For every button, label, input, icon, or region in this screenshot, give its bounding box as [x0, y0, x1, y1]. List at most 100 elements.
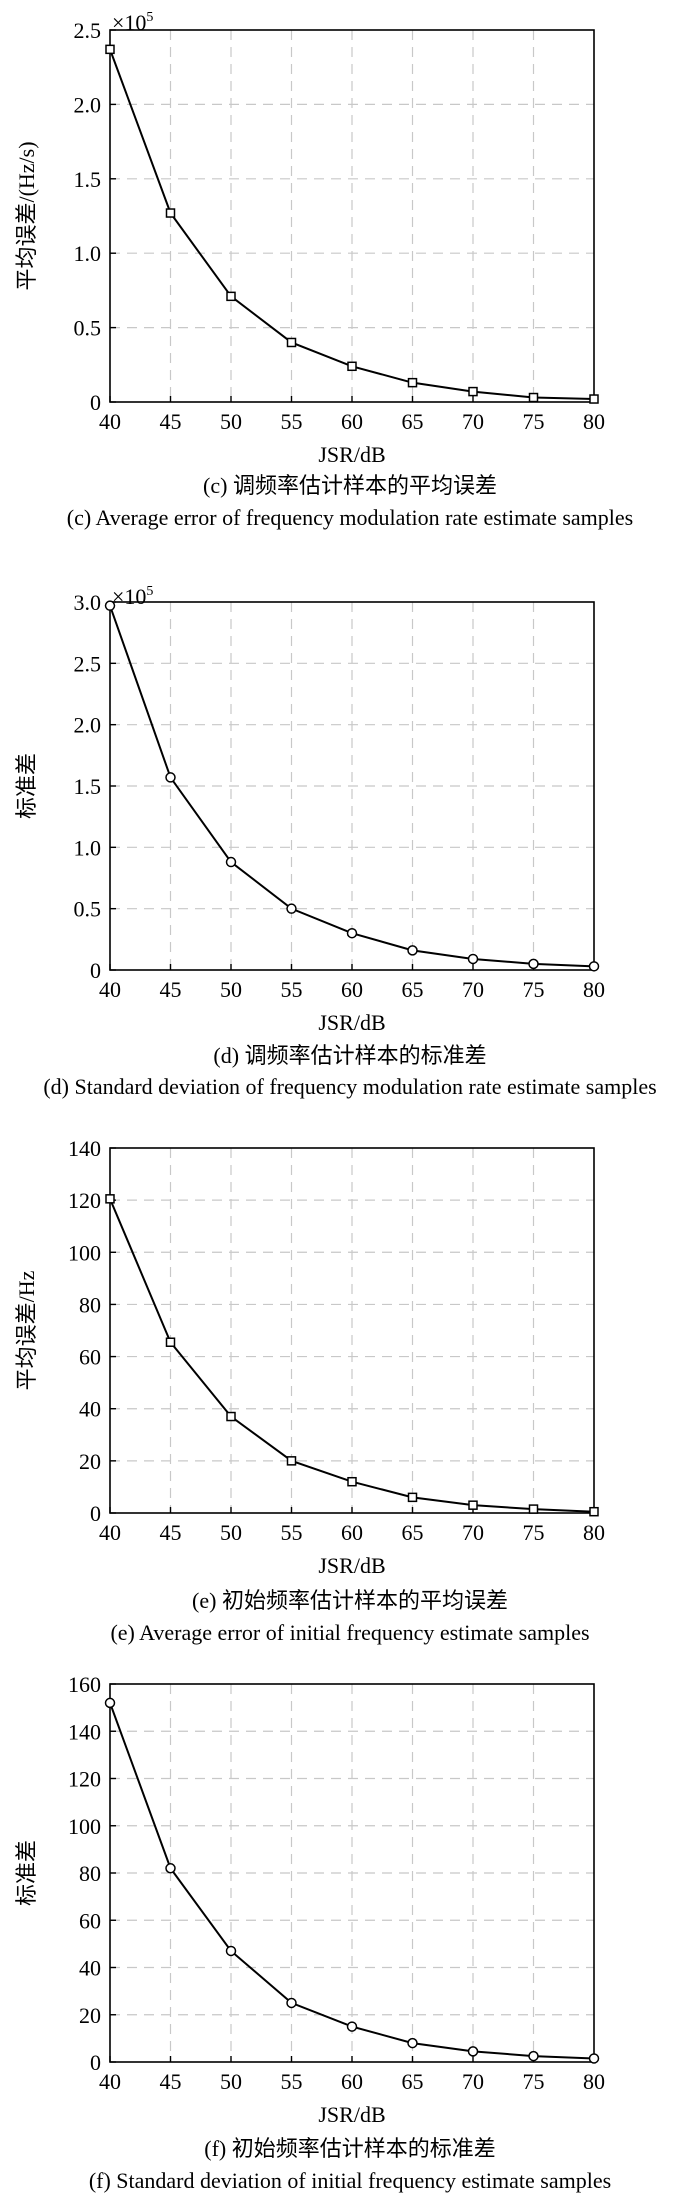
x-tick-label: 60 — [341, 977, 363, 1002]
y-tick-label: 160 — [68, 1672, 101, 1697]
data-point — [346, 2021, 358, 2032]
y-tick-label: 20 — [79, 1449, 101, 1474]
y-tick-label: 40 — [79, 1956, 101, 1981]
data-point — [286, 1456, 297, 1466]
data-point — [286, 1997, 297, 2009]
x-axis-label: JSR/dB — [318, 1553, 385, 1578]
x-axis-label: JSR/dB — [318, 442, 385, 467]
y-multiplier: ×105 — [112, 584, 153, 609]
x-tick-label: 45 — [160, 977, 182, 1002]
x-tick-label: 70 — [462, 1520, 484, 1545]
x-tick-label: 65 — [402, 1520, 424, 1545]
data-point — [226, 291, 236, 302]
x-tick-label: 40 — [99, 1520, 121, 1545]
y-tick-label: 3.0 — [74, 590, 102, 615]
data-point — [286, 903, 297, 914]
y-tick-label: 2.5 — [74, 18, 102, 43]
data-point — [165, 208, 176, 218]
data-point — [407, 945, 418, 956]
y-tick-label: 80 — [79, 1292, 101, 1317]
x-tick-label: 75 — [523, 977, 545, 1002]
data-point — [346, 927, 358, 939]
x-tick-label: 75 — [523, 2069, 545, 2094]
y-tick-label: 120 — [68, 1188, 101, 1213]
y-tick-label: 0 — [90, 1501, 101, 1526]
x-tick-label: 80 — [583, 977, 605, 1002]
x-tick-label: 45 — [160, 2069, 182, 2094]
x-tick-label: 65 — [402, 977, 424, 1002]
y-tick-label: 100 — [68, 1240, 101, 1265]
y-tick-label: 20 — [79, 2003, 101, 2028]
x-tick-label: 80 — [583, 1520, 605, 1545]
y-tick-label: 120 — [68, 1767, 101, 1792]
y-tick-label: 0 — [90, 2050, 101, 2075]
x-tick-label: 65 — [402, 2069, 424, 2094]
caption-cn: (c) 调频率估计样本的平均误差 — [203, 473, 497, 498]
data-point — [588, 2053, 600, 2064]
y-tick-label: 0.5 — [74, 316, 102, 341]
x-tick-label: 65 — [402, 409, 424, 434]
data-point — [165, 1863, 176, 1874]
y-tick-label: 0 — [90, 390, 101, 415]
data-point — [226, 1411, 236, 1422]
x-tick-label: 40 — [99, 409, 121, 434]
data-point — [347, 361, 357, 372]
y-tick-label: 1.0 — [74, 835, 102, 860]
data-point — [104, 600, 116, 611]
y-tick-label: 100 — [68, 1814, 101, 1839]
x-tick-label: 50 — [220, 1520, 242, 1545]
y-axis-label: 标准差 — [14, 1840, 39, 1906]
y-tick-label: 2.0 — [74, 713, 102, 738]
x-tick-label: 50 — [220, 409, 242, 434]
y-tick-label: 60 — [79, 1345, 101, 1370]
data-point — [589, 1506, 599, 1517]
y-tick-label: 80 — [79, 1861, 101, 1886]
data-point — [467, 2046, 479, 2057]
y-tick-label: 2.0 — [74, 92, 102, 117]
data-point — [347, 1476, 357, 1487]
caption-en: (c) Average error of frequency modulatio… — [67, 505, 633, 530]
y-tick-label: 60 — [79, 1908, 101, 1933]
data-point — [528, 958, 539, 970]
x-tick-label: 55 — [281, 977, 303, 1002]
chart-panel: 40 45 50 55 60 65 70 75 80 0 0.5 1.0 1.5 2.0 2.5 3.0 ×10… — [14, 584, 657, 1099]
data-point — [105, 1194, 115, 1204]
x-axis-label: JSR/dB — [318, 1010, 385, 1035]
x-tick-label: 70 — [462, 409, 484, 434]
data-point — [528, 1504, 539, 1514]
y-multiplier: ×105 — [112, 10, 153, 35]
x-tick-label: 50 — [220, 977, 242, 1002]
y-multiplier-exp: 5 — [146, 584, 153, 599]
data-point — [286, 337, 297, 348]
caption-cn: (d) 调频率估计样本的标准差 — [213, 1043, 486, 1068]
x-tick-label: 75 — [523, 1520, 545, 1545]
x-tick-label: 55 — [281, 1520, 303, 1545]
x-tick-label: 80 — [583, 2069, 605, 2094]
y-tick-label: 1.5 — [74, 774, 102, 799]
y-multiplier-base: ×10 — [112, 10, 146, 35]
y-axis-label: 平均误差/Hz — [14, 1270, 39, 1390]
x-tick-label: 45 — [160, 1520, 182, 1545]
data-point — [468, 386, 478, 397]
data-point — [105, 44, 115, 55]
y-tick-label: 40 — [79, 1397, 101, 1422]
x-tick-label: 60 — [341, 409, 363, 434]
x-tick-label: 40 — [99, 2069, 121, 2094]
y-tick-label: 140 — [68, 1719, 101, 1744]
y-axis-label: 平均误差/(Hz/s) — [14, 141, 39, 290]
caption-cn: (f) 初始频率估计样本的标准差 — [204, 2136, 495, 2161]
x-tick-label: 70 — [462, 977, 484, 1002]
x-tick-label: 80 — [583, 409, 605, 434]
data-point — [407, 2037, 418, 2049]
x-tick-label: 70 — [462, 2069, 484, 2094]
chart-panel: 40 45 50 55 60 65 70 75 80 0 20 40 60 80 100 120 140 160 J… — [14, 1672, 611, 2193]
y-tick-label: 2.5 — [74, 651, 102, 676]
data-point — [225, 856, 237, 868]
y-tick-label: 0.5 — [74, 897, 102, 922]
y-multiplier-base: ×10 — [112, 584, 146, 609]
data-point — [165, 772, 176, 783]
data-point — [528, 2050, 539, 2062]
x-axis-label: JSR/dB — [318, 2102, 385, 2127]
y-tick-label: 0 — [90, 958, 101, 983]
x-tick-label: 55 — [281, 2069, 303, 2094]
